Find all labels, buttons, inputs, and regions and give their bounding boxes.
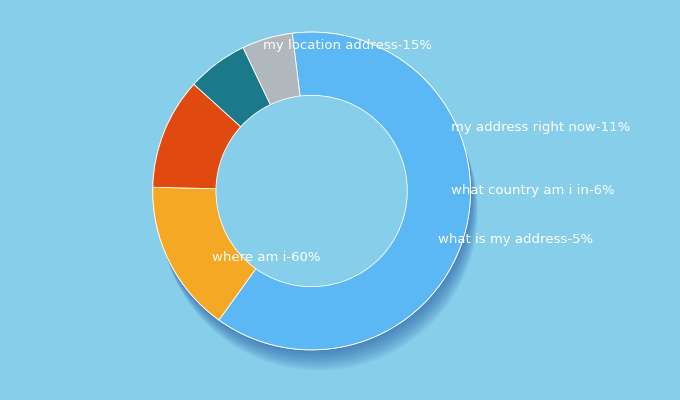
Wedge shape — [199, 61, 275, 140]
Wedge shape — [153, 84, 241, 189]
Wedge shape — [250, 52, 307, 124]
Wedge shape — [247, 44, 304, 116]
Wedge shape — [250, 54, 307, 125]
Wedge shape — [157, 200, 260, 333]
Text: what is my address-5%: what is my address-5% — [438, 233, 593, 246]
Wedge shape — [223, 43, 475, 361]
Wedge shape — [243, 35, 301, 106]
Wedge shape — [194, 48, 271, 127]
Circle shape — [216, 95, 407, 287]
Text: what country am i in-6%: what country am i in-6% — [451, 184, 614, 198]
Wedge shape — [154, 189, 256, 322]
Wedge shape — [243, 33, 300, 105]
Wedge shape — [156, 92, 243, 196]
Wedge shape — [248, 46, 305, 118]
Wedge shape — [160, 105, 248, 209]
Wedge shape — [220, 36, 472, 354]
Wedge shape — [156, 96, 245, 200]
Wedge shape — [248, 48, 305, 120]
Wedge shape — [153, 187, 256, 320]
Wedge shape — [195, 51, 272, 130]
Wedge shape — [153, 84, 241, 189]
Wedge shape — [245, 41, 303, 112]
Wedge shape — [156, 94, 244, 198]
Wedge shape — [243, 33, 300, 105]
Wedge shape — [197, 57, 273, 136]
Wedge shape — [201, 68, 277, 147]
Wedge shape — [244, 37, 301, 108]
Text: my location address-15%: my location address-15% — [263, 39, 432, 52]
Wedge shape — [224, 47, 476, 365]
Wedge shape — [153, 84, 241, 189]
Wedge shape — [160, 208, 263, 341]
Wedge shape — [159, 103, 248, 208]
Wedge shape — [155, 193, 258, 326]
Wedge shape — [158, 101, 247, 206]
Wedge shape — [199, 63, 275, 142]
Wedge shape — [243, 33, 300, 105]
Wedge shape — [154, 86, 241, 190]
Wedge shape — [196, 53, 272, 132]
Wedge shape — [194, 48, 271, 127]
Wedge shape — [245, 39, 302, 110]
Wedge shape — [194, 50, 271, 129]
Wedge shape — [224, 45, 475, 363]
Wedge shape — [153, 187, 256, 320]
Wedge shape — [219, 32, 471, 350]
Wedge shape — [222, 42, 474, 359]
Wedge shape — [155, 90, 243, 194]
Wedge shape — [157, 98, 245, 202]
Wedge shape — [159, 206, 262, 339]
Wedge shape — [226, 53, 478, 370]
Wedge shape — [153, 187, 256, 320]
Wedge shape — [200, 64, 276, 144]
Wedge shape — [158, 204, 262, 337]
Wedge shape — [222, 40, 473, 357]
Wedge shape — [194, 48, 271, 127]
Wedge shape — [219, 32, 471, 350]
Text: where am i-60%: where am i-60% — [212, 251, 321, 264]
Text: my address right now-11%: my address right now-11% — [451, 121, 630, 134]
Wedge shape — [221, 38, 473, 356]
Wedge shape — [155, 195, 258, 328]
Wedge shape — [158, 99, 246, 204]
Wedge shape — [246, 43, 303, 114]
Wedge shape — [156, 197, 259, 330]
Wedge shape — [154, 88, 242, 192]
Wedge shape — [225, 49, 477, 367]
Wedge shape — [198, 59, 274, 138]
Wedge shape — [197, 55, 273, 134]
Wedge shape — [156, 198, 260, 331]
Wedge shape — [220, 34, 471, 352]
Wedge shape — [249, 50, 306, 122]
Wedge shape — [201, 66, 277, 146]
Wedge shape — [154, 191, 257, 324]
Wedge shape — [219, 32, 471, 350]
Wedge shape — [226, 51, 477, 369]
Wedge shape — [158, 202, 261, 335]
